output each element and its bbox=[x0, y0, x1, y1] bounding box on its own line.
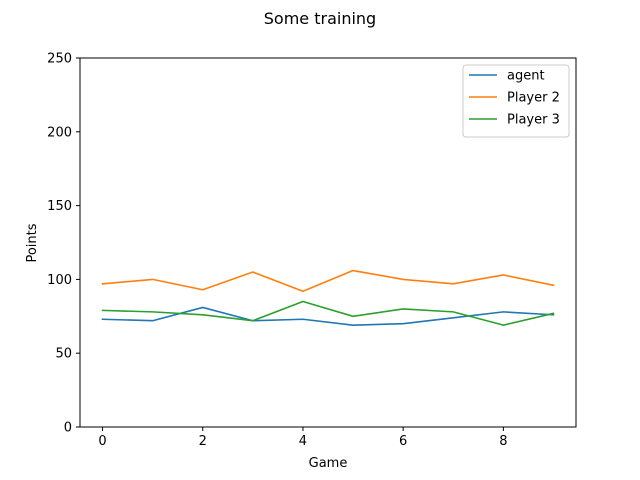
chart-title: Some training bbox=[264, 9, 376, 28]
legend-label: Player 3 bbox=[507, 113, 560, 128]
x-tick-label: 8 bbox=[499, 434, 507, 449]
x-axis-label: Game bbox=[309, 456, 348, 471]
y-axis-label: Points bbox=[25, 223, 40, 262]
series-layer bbox=[101, 269, 555, 326]
y-tick-label: 100 bbox=[47, 273, 72, 288]
x-tick-label: 6 bbox=[399, 434, 407, 449]
y-tick-label: 150 bbox=[47, 199, 72, 214]
legend-label: agent bbox=[507, 69, 545, 84]
y-tick-label: 50 bbox=[55, 347, 72, 362]
plot-frame bbox=[79, 57, 577, 428]
y-tick-label: 0 bbox=[64, 421, 72, 436]
y-tick-label: 250 bbox=[47, 52, 72, 67]
x-axis: 0 2 4 6 8 bbox=[98, 427, 507, 449]
x-tick-label: 2 bbox=[199, 434, 207, 449]
x-tick-label: 0 bbox=[98, 434, 106, 449]
series-line-3 bbox=[101, 300, 555, 326]
series-line-1 bbox=[101, 306, 555, 326]
x-tick-label: 4 bbox=[299, 434, 307, 449]
legend: agent Player 2 Player 3 bbox=[462, 64, 570, 138]
y-tick-label: 200 bbox=[47, 125, 72, 140]
y-axis: 0 50 100 150 200 250 bbox=[47, 52, 80, 436]
series-line-2 bbox=[101, 269, 555, 293]
legend-label: Player 2 bbox=[507, 91, 560, 106]
